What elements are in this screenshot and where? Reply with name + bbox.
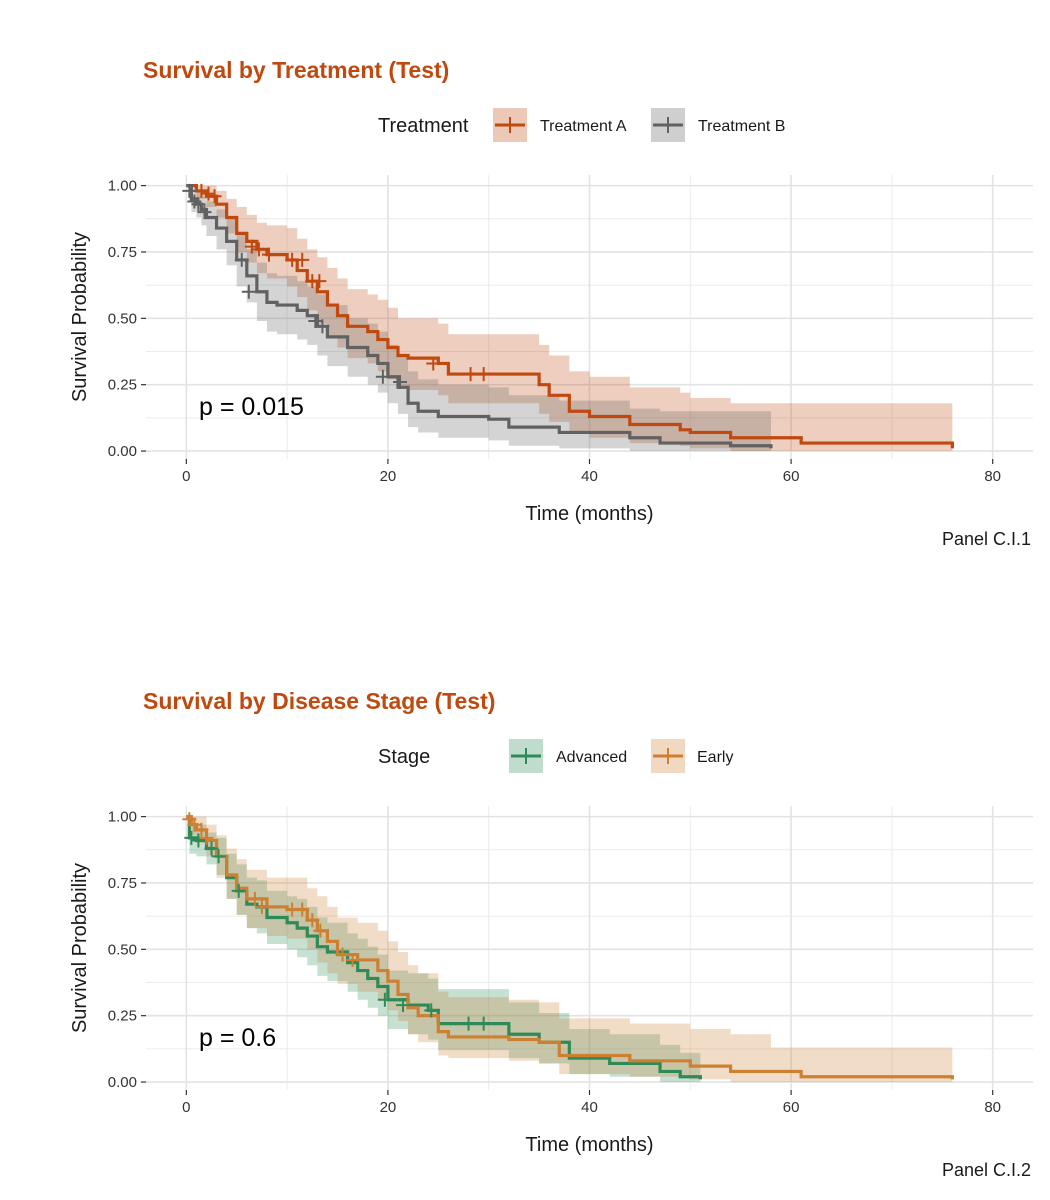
panel-caption: Panel C.I.2 <box>942 1160 1031 1180</box>
censor-mark <box>345 952 360 967</box>
x-tick-label: 60 <box>783 468 800 485</box>
censor-mark <box>251 242 266 257</box>
chart-title: Survival by Disease Stage (Test) <box>143 688 495 714</box>
y-tick-label: 0.25 <box>108 377 137 394</box>
censor-mark <box>312 274 327 289</box>
y-tick-label: 1.00 <box>108 178 137 195</box>
censor-mark <box>424 1003 439 1018</box>
y-tick-label: 0.75 <box>108 244 137 261</box>
confidence-band-second <box>186 185 771 452</box>
censor-mark <box>204 841 219 856</box>
censor-mark <box>199 830 214 845</box>
p-value-annotation: p = 0.015 <box>199 393 304 421</box>
censor-mark <box>244 239 259 254</box>
y-tick-label: 0.50 <box>108 310 137 327</box>
y-tick-label: 0.50 <box>108 941 137 958</box>
x-axis-title: Time (months) <box>525 1134 653 1156</box>
censor-mark <box>234 252 249 267</box>
censor-mark <box>201 186 216 201</box>
censor-mark <box>207 189 222 204</box>
x-axis-title: Time (months) <box>525 503 653 525</box>
p-value-annotation: p = 0.6 <box>199 1024 276 1052</box>
y-tick-label: 0.00 <box>108 1074 137 1091</box>
censor-mark <box>377 992 392 1007</box>
y-axis-title: Survival Probability <box>69 232 91 402</box>
censor-mark <box>476 1016 491 1031</box>
panel-stage: Survival by Disease Stage (Test) Stage Adv… <box>69 688 1033 1180</box>
x-tick-label: 60 <box>783 1099 800 1116</box>
censor-mark <box>191 833 206 848</box>
censor-mark <box>295 252 310 267</box>
survival-curve-second <box>186 815 954 1080</box>
censor-mark <box>197 205 212 220</box>
censor-mark <box>426 356 441 371</box>
y-tick-label: 0.25 <box>108 1008 137 1025</box>
panel-treatment: Survival by Treatment (Test) Treatment Tre… <box>69 57 1033 549</box>
censor-mark <box>315 319 330 334</box>
y-axis-title: Survival Probability <box>69 863 91 1033</box>
legend-label: Early <box>697 749 733 766</box>
censor-mark <box>461 1016 476 1031</box>
x-tick-label: 80 <box>984 1099 1001 1116</box>
censor-mark <box>295 902 310 917</box>
legend-label: Treatment B <box>698 118 785 135</box>
chart-title: Survival by Treatment (Test) <box>143 57 449 83</box>
censor-mark <box>396 998 411 1013</box>
censor-mark <box>476 367 491 382</box>
survival-curve-second <box>186 184 773 449</box>
censor-mark <box>463 367 478 382</box>
censor-mark <box>393 375 408 390</box>
y-tick-label: 1.00 <box>108 809 137 826</box>
censor-mark <box>308 313 323 328</box>
survival-curve-first <box>186 184 954 449</box>
legend-title: Treatment <box>378 115 469 137</box>
censor-mark <box>194 822 209 837</box>
legend-title: Stage <box>378 746 430 768</box>
censor-mark <box>335 947 350 962</box>
censor-mark <box>247 891 262 906</box>
censor-mark <box>305 913 320 928</box>
x-tick-label: 20 <box>380 1099 397 1116</box>
censor-mark <box>261 247 276 262</box>
censor-mark <box>187 817 202 832</box>
censor-mark <box>231 883 246 898</box>
x-tick-label: 80 <box>984 468 1001 485</box>
panel-caption: Panel C.I.1 <box>942 529 1031 549</box>
y-tick-label: 0.00 <box>108 443 137 460</box>
confidence-band-second <box>186 816 953 1083</box>
censor-mark <box>313 923 328 938</box>
censor-mark <box>184 830 199 845</box>
confidence-band-first <box>186 816 701 1083</box>
x-tick-label: 0 <box>182 468 190 485</box>
censor-mark <box>211 849 226 864</box>
x-tick-label: 20 <box>380 468 397 485</box>
censor-mark <box>194 183 209 198</box>
censor-mark <box>191 197 206 212</box>
y-tick-label: 0.75 <box>108 875 137 892</box>
legend-label: Advanced <box>556 749 627 766</box>
censor-mark <box>375 369 390 384</box>
x-tick-label: 40 <box>581 468 598 485</box>
legend-label: Treatment A <box>540 118 627 135</box>
x-tick-label: 40 <box>581 1099 598 1116</box>
x-tick-label: 0 <box>182 1099 190 1116</box>
censor-mark <box>241 284 256 299</box>
censor-mark <box>182 183 197 198</box>
censor-mark <box>254 899 269 914</box>
